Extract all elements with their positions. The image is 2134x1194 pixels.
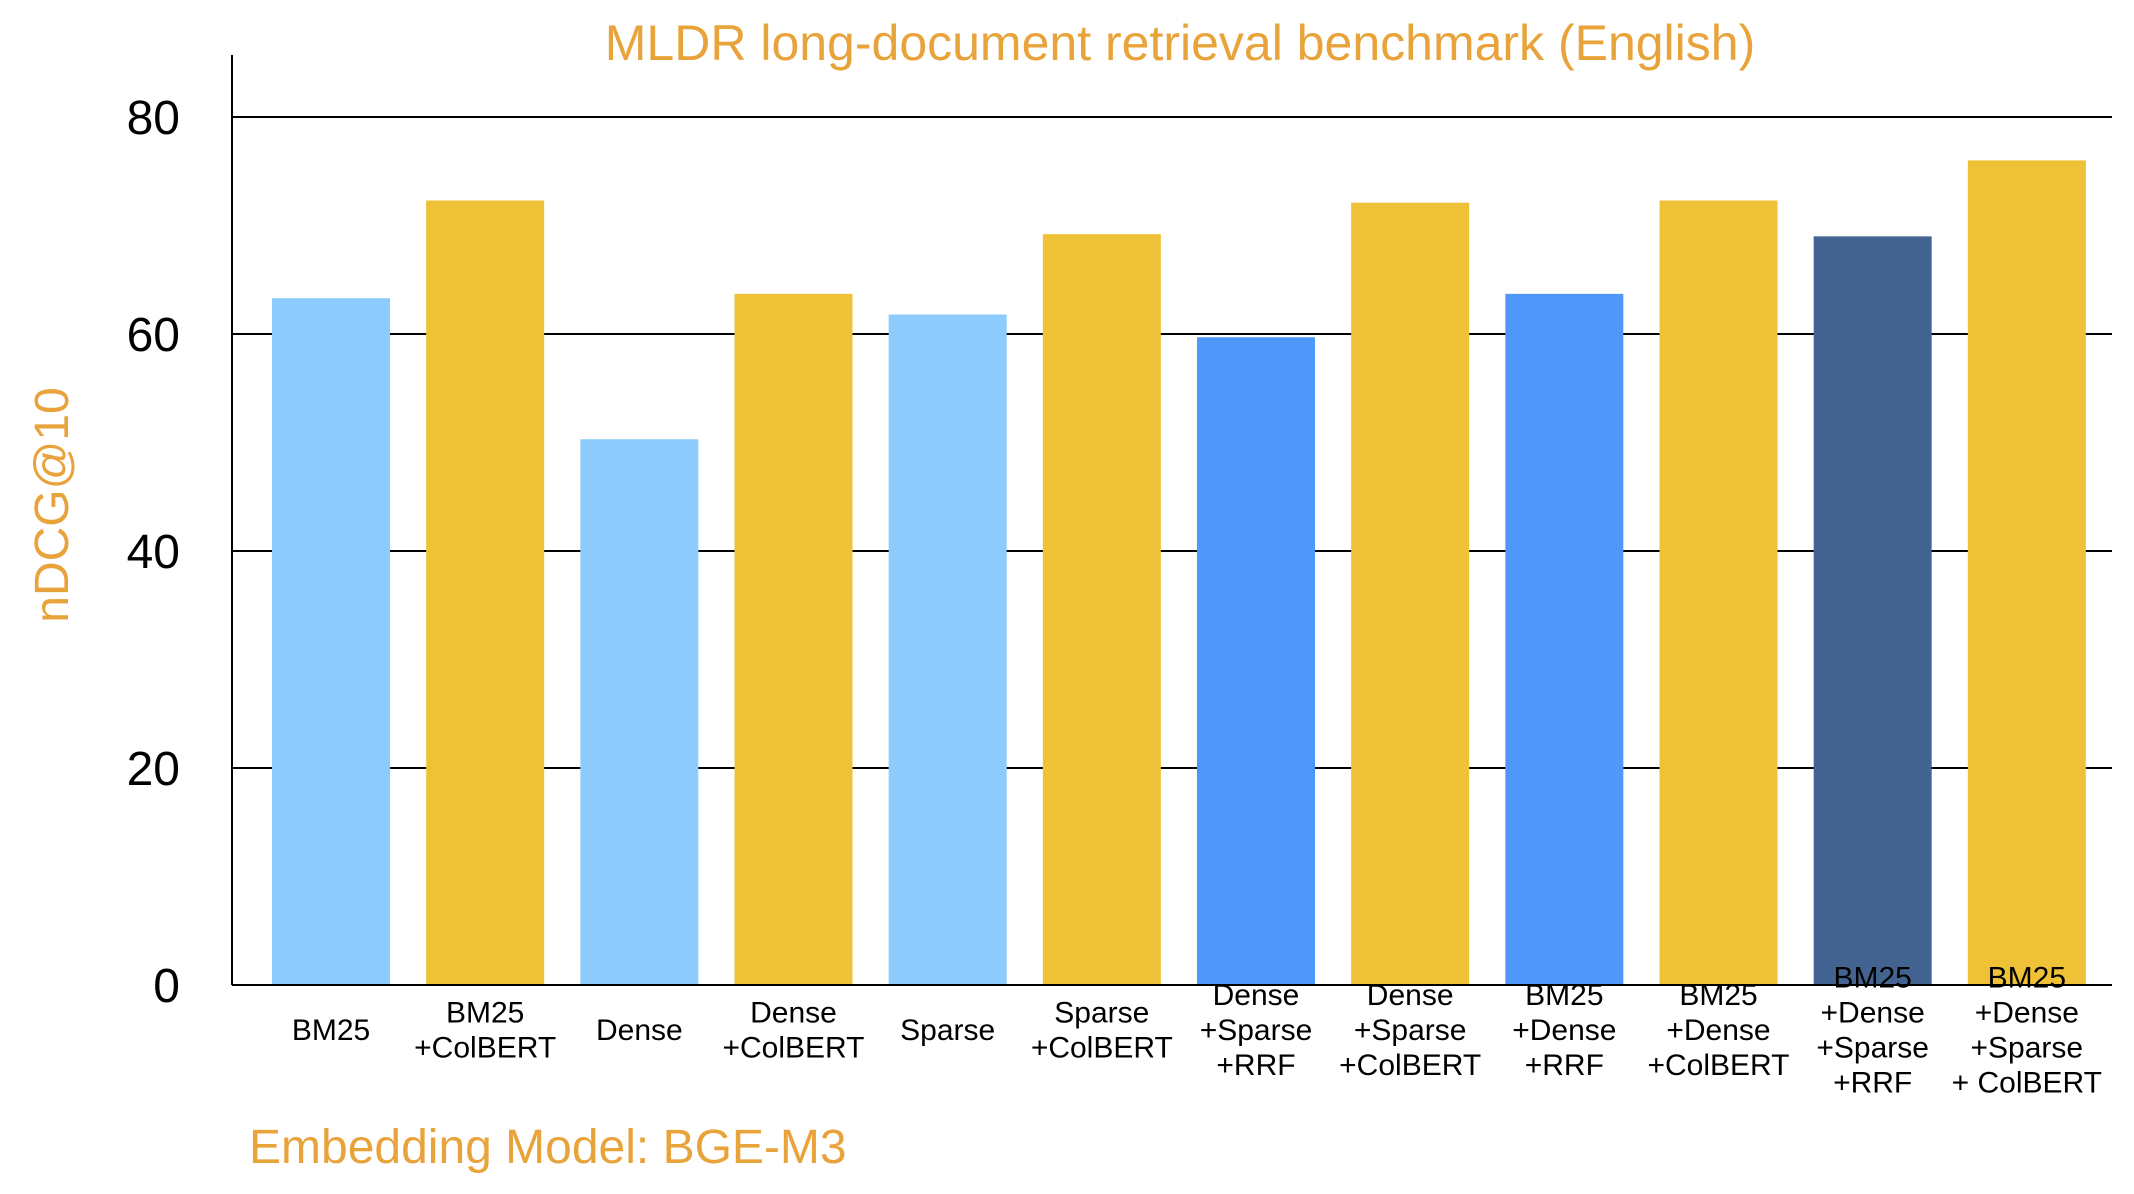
y-tick-label: 40 (127, 526, 180, 579)
bar (272, 298, 390, 985)
bar (1351, 202, 1470, 986)
x-tick-label: BM25 +Dense +Sparse +RRF (1816, 962, 1929, 1100)
bar (1659, 200, 1778, 986)
bar (1197, 337, 1315, 985)
bar (1813, 236, 1932, 986)
y-tick-labels: 0 20 40 60 80 (127, 92, 180, 1013)
x-tick-label: BM25 +Dense +ColBERT (1647, 979, 1789, 1082)
bars (272, 160, 2086, 986)
x-tick-label: Dense (596, 1014, 683, 1047)
x-tick-label: Sparse (900, 1014, 995, 1047)
x-tick-label: BM25 (292, 1014, 370, 1047)
bar (734, 293, 853, 986)
gridlines (232, 116, 2112, 769)
bar (1042, 234, 1161, 985)
y-tick-label: 60 (127, 309, 180, 362)
x-tick-label: BM25 +Dense +Sparse + ColBERT (1952, 962, 2102, 1100)
bar (1505, 293, 1624, 986)
chart-title: MLDR long-document retrieval benchmark (… (605, 15, 1755, 71)
bar (580, 439, 699, 985)
y-tick-label: 0 (153, 960, 180, 1013)
x-tick-label: Dense +Sparse +ColBERT (1339, 979, 1481, 1082)
bar (1967, 160, 2086, 985)
x-tick-label: Dense +ColBERT (722, 997, 864, 1065)
y-tick-label: 80 (127, 92, 180, 145)
bar (888, 314, 1007, 986)
x-tick-label: BM25 +ColBERT (414, 997, 556, 1065)
x-tick-label: Sparse +ColBERT (1031, 997, 1173, 1065)
x-tick-label: Dense +Sparse +RRF (1200, 979, 1313, 1082)
axes (231, 55, 2112, 986)
x-tick-label: BM25 +Dense +RRF (1512, 979, 1616, 1082)
embedding-model-note: Embedding Model: BGE-M3 (249, 1121, 847, 1174)
y-tick-label: 20 (127, 743, 180, 796)
bar (426, 200, 545, 986)
y-axis-label: nDCG@10 (26, 387, 79, 622)
x-tick-labels: BM25 BM25 +ColBERT Dense Dense +ColBERT Sparse… (292, 962, 2102, 1100)
